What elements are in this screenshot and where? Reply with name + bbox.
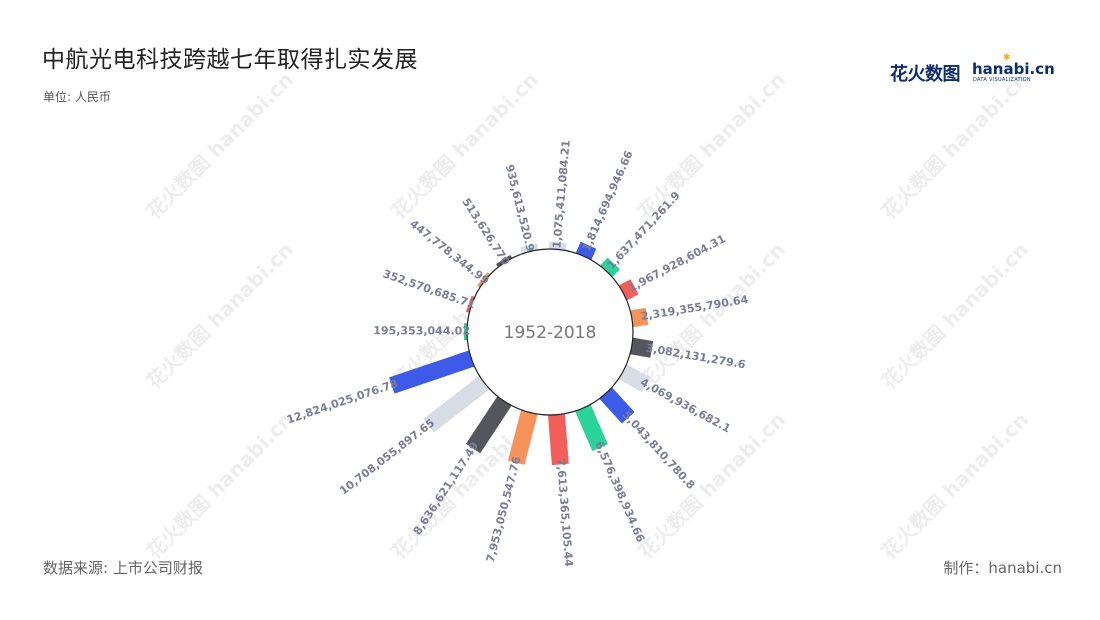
bar-value-label: 935,613,520.9 xyxy=(503,163,537,253)
radial-bar xyxy=(630,337,654,358)
radial-bar xyxy=(477,272,490,288)
radial-bar xyxy=(389,350,475,394)
radial-bar xyxy=(575,241,597,260)
bar-value-label: 8,636,621,117.49 xyxy=(411,440,482,538)
credit: 制作：hanabi.cn xyxy=(943,559,1062,577)
page-title: 中航光电科技跨越七年取得扎实发展 xyxy=(42,47,418,73)
center-label: 1952-2018 xyxy=(504,323,597,343)
radial-bar xyxy=(466,396,512,454)
radial-bar xyxy=(548,241,567,251)
data-source: 数据来源: 上市公司财报 xyxy=(43,559,203,577)
radial-bar xyxy=(423,375,490,433)
bar-value-label: 12,824,025,076.78 xyxy=(285,377,399,427)
radial-bar xyxy=(618,364,651,393)
bar-value-label: 352,570,685.71 xyxy=(381,267,477,311)
bar-value-label: 10,708,055,897.65 xyxy=(337,416,437,497)
bar-value-label: 2,319,355,790.64 xyxy=(640,293,750,323)
radial-bar xyxy=(600,257,620,277)
bar-value-label: 3,082,131,279.6 xyxy=(645,342,747,372)
logo-sub-text: DATA VISUALIZATION xyxy=(973,77,1031,83)
logo-en-text: hanabi.cn xyxy=(972,60,1055,78)
bar-value-label: 195,353,044.02 xyxy=(373,324,470,337)
radial-bar xyxy=(520,243,539,254)
bar-value-label: 7,953,050,547.76 xyxy=(484,455,524,564)
bar-value-label: 7,613,365,105.44 xyxy=(554,458,575,568)
bar-value-label: 6,576,398,934.66 xyxy=(592,439,647,544)
radial-bar xyxy=(464,323,467,341)
bar-value-label: 5,043,810,780.8 xyxy=(620,409,698,492)
bar-value-label: 4,069,936,682.1 xyxy=(638,376,733,436)
spark-icon: ✱ xyxy=(1003,53,1011,63)
bar-group xyxy=(389,241,654,466)
logo-cn-text: 花火数图 xyxy=(890,64,961,85)
radial-bar xyxy=(466,295,475,313)
unit-label: 单位: 人民币 xyxy=(43,90,111,104)
bar-value-label: 1,075,411,084.21 xyxy=(550,140,572,249)
radial-bar xyxy=(619,279,639,301)
radial-bar xyxy=(599,387,635,424)
radial-bar xyxy=(548,414,569,466)
radial-bar xyxy=(496,254,513,267)
radial-bar xyxy=(575,404,608,452)
radial-bar xyxy=(630,307,649,328)
center-circle xyxy=(466,248,634,416)
radial-bar xyxy=(508,410,538,465)
